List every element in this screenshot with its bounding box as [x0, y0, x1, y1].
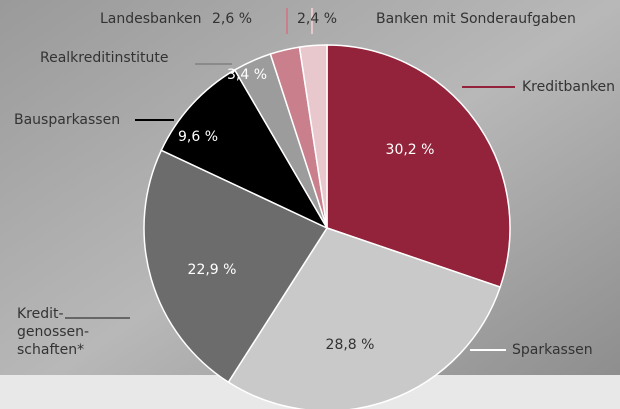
- category-label: Sparkassen: [512, 342, 593, 358]
- value-label: 28,8 %: [326, 337, 375, 353]
- category-label: Realkreditinstitute: [40, 50, 169, 66]
- value-label: 9,6 %: [178, 129, 218, 145]
- category-label: Kreditbanken: [522, 79, 615, 95]
- value-label: 2,4 %: [297, 11, 337, 27]
- category-label: Banken mit Sonderaufgaben: [376, 11, 576, 27]
- value-label: 2,6 %: [212, 11, 252, 27]
- category-label: Bausparkassen: [14, 112, 120, 128]
- chart: Kreditbanken30,2 %Sparkassen28,8 %Kredit…: [0, 0, 620, 409]
- category-label: Landesbanken: [100, 11, 201, 27]
- value-label: 30,2 %: [386, 142, 435, 158]
- value-label: 22,9 %: [188, 262, 237, 278]
- value-label: 3,4 %: [227, 67, 267, 83]
